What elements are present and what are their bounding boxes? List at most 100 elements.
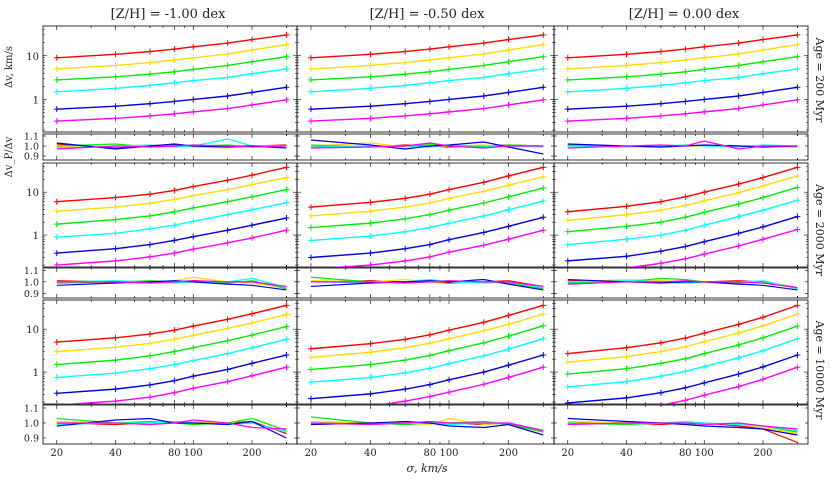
series-marker-0 (367, 199, 374, 206)
series-marker-1 (249, 319, 256, 326)
series-marker-0 (760, 314, 767, 321)
series-marker-2 (53, 76, 60, 83)
series-marker-1 (146, 340, 153, 347)
series-marker-3 (682, 368, 689, 375)
series-marker-3 (735, 213, 742, 220)
series-marker-2 (446, 347, 453, 354)
series-marker-4 (564, 257, 571, 264)
series-marker-4 (480, 93, 487, 100)
age-label-2000: Age = 2000 Myr (813, 183, 826, 277)
series-marker-5 (283, 96, 290, 103)
series-marker-5 (53, 118, 60, 125)
series-marker-4 (224, 93, 231, 100)
x-axis-label: σ, km/s (407, 462, 448, 475)
panel-0-0: 1 10 0.91.01.1 (24, 25, 298, 163)
series-marker-0 (190, 43, 197, 50)
series-marker-3 (283, 65, 290, 72)
series-marker-4 (794, 352, 801, 359)
series-marker-1 (794, 41, 801, 48)
series-marker-3 (307, 88, 314, 95)
series-marker-2 (249, 193, 256, 200)
series-marker-0 (682, 335, 689, 342)
series-marker-3 (682, 79, 689, 86)
series-line-2 (56, 56, 287, 81)
series-marker-1 (623, 353, 630, 360)
series-marker-3 (564, 88, 571, 95)
series-line-3 (567, 338, 798, 388)
series-marker-0 (760, 174, 767, 181)
series-marker-5 (171, 389, 178, 396)
series-marker-1 (446, 195, 453, 202)
series-line-2 (310, 325, 544, 371)
series-marker-4 (760, 89, 767, 96)
panel-2-0: 1 10 0.9 1.0 1.1 20 40 80 100 200 (24, 299, 298, 459)
series-marker-4 (249, 360, 256, 367)
series-marker-2 (564, 371, 571, 378)
ratio-axes-frame (553, 267, 809, 299)
ratio-line-5 (567, 140, 798, 150)
series-marker-1 (112, 204, 119, 211)
series-marker-3 (657, 82, 664, 89)
series-marker-0 (701, 189, 708, 196)
series-marker-5 (446, 389, 453, 396)
series-marker-5 (283, 364, 290, 371)
series-line-5 (662, 366, 798, 404)
series-marker-4 (171, 237, 178, 244)
series-marker-0 (657, 339, 664, 346)
series-marker-5 (190, 246, 197, 253)
series-marker-1 (190, 192, 197, 199)
series-marker-4 (564, 106, 571, 113)
ratio-series-group (567, 417, 798, 444)
series-marker-3 (682, 227, 689, 234)
series-marker-2 (564, 76, 571, 83)
series-marker-2 (224, 198, 231, 205)
series-marker-3 (794, 65, 801, 72)
series-marker-0 (564, 54, 571, 61)
series-marker-0 (249, 310, 256, 317)
series-marker-3 (53, 88, 60, 95)
series-marker-2 (760, 334, 767, 341)
series-marker-4 (367, 390, 374, 397)
series-marker-1 (480, 188, 487, 195)
series-marker-4 (760, 363, 767, 370)
series-marker-2 (112, 216, 119, 223)
series-marker-2 (540, 53, 547, 60)
series-marker-5 (735, 383, 742, 390)
series-line-0 (56, 34, 287, 59)
series-marker-0 (307, 54, 314, 61)
series-marker-3 (146, 82, 153, 89)
main-series-group (53, 31, 290, 125)
series-marker-2 (146, 352, 153, 359)
series-marker-5 (660, 402, 662, 404)
panel-1-2 (553, 162, 809, 299)
series-line-2 (567, 325, 798, 375)
series-marker-3 (171, 79, 178, 86)
series-marker-0 (505, 36, 512, 43)
series-marker-1 (190, 54, 197, 61)
series-marker-2 (505, 58, 512, 65)
ratio-line-3 (56, 277, 287, 289)
series-marker-2 (402, 215, 409, 222)
series-marker-2 (112, 357, 119, 364)
series-marker-3 (426, 365, 433, 372)
series-marker-4 (307, 106, 314, 113)
main-axes-frame (553, 162, 809, 268)
series-marker-5 (224, 239, 231, 246)
series-marker-3 (53, 234, 60, 241)
ratio-series-group (310, 139, 544, 155)
series-marker-1 (657, 207, 664, 214)
series-marker-5 (249, 372, 256, 379)
x-tick-label: 100 (439, 448, 458, 459)
series-marker-4 (146, 381, 153, 388)
series-marker-2 (794, 53, 801, 60)
series-marker-5 (480, 242, 487, 249)
series-marker-4 (505, 89, 512, 96)
series-marker-4 (249, 222, 256, 229)
series-marker-5 (112, 115, 119, 122)
series-marker-5 (794, 96, 801, 103)
series-line-1 (567, 313, 798, 363)
series-marker-1 (701, 197, 708, 204)
series-marker-5 (446, 108, 453, 115)
series-marker-5 (307, 118, 314, 125)
series-marker-1 (480, 50, 487, 57)
